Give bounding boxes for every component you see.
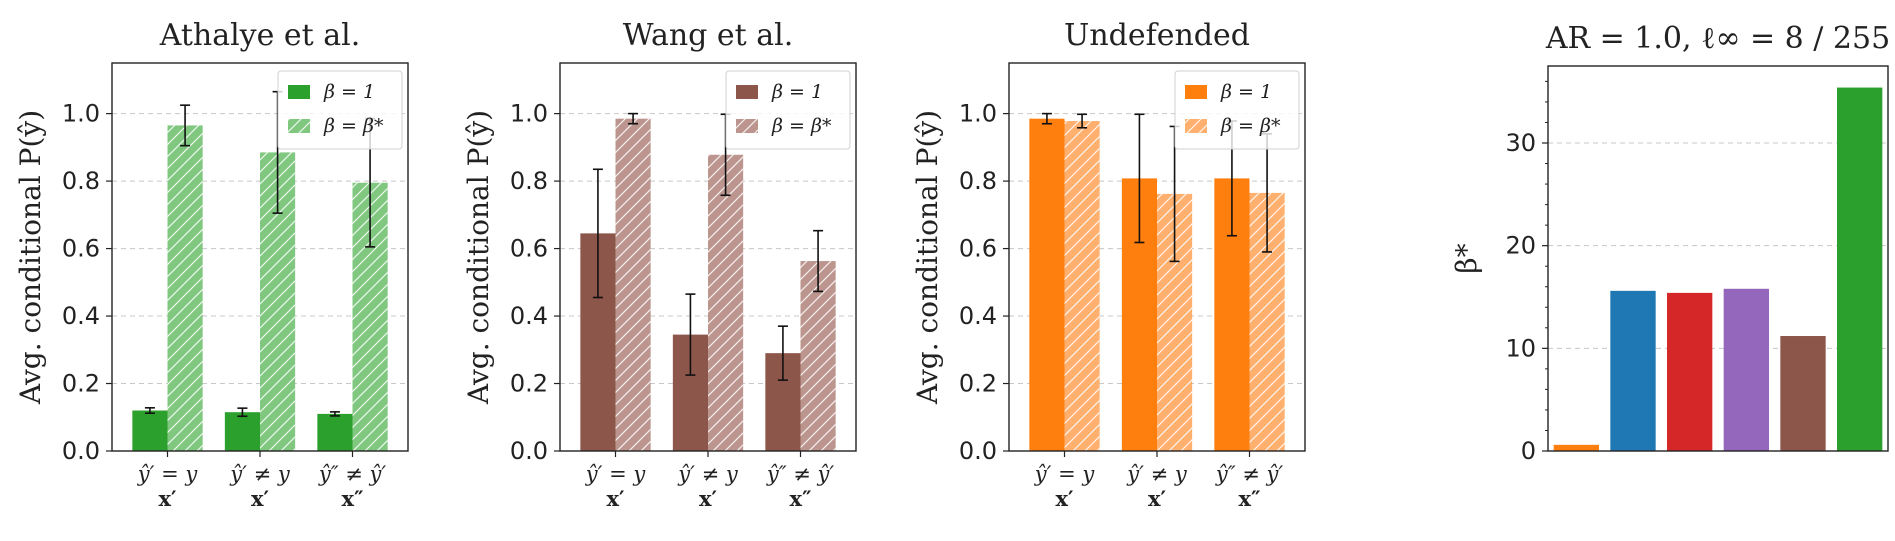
- y-axis-label: β*: [1450, 243, 1483, 273]
- bar: [224, 412, 260, 451]
- y-tick-label: 0.8: [959, 167, 997, 195]
- chart-title: AR = 1.0, ℓ∞ = 8 / 255: [1545, 21, 1890, 56]
- x-tick-label: ŷ′ ≠ y: [677, 462, 739, 486]
- bar: [1610, 290, 1656, 451]
- y-axis-label: Avg. conditional P(ŷ): [462, 110, 495, 405]
- y-tick-label: 0.0: [510, 437, 548, 465]
- y-tick-label: 10: [1505, 334, 1536, 362]
- legend-label: β = 1: [323, 81, 375, 103]
- chart-panel-3: AR = 1.0, ℓ∞ = 8 / 255 0 10 20 30 β*: [1450, 21, 1890, 465]
- x-tick-label: ŷ″ ≠ ŷ′: [766, 462, 835, 486]
- legend-swatch-hatch: [1185, 119, 1207, 133]
- bar: [1553, 444, 1599, 451]
- plot-frame: [559, 62, 857, 452]
- y-tick-label: 0.0: [959, 437, 997, 465]
- bar-hatch: [1064, 121, 1100, 451]
- plot-frame: [111, 62, 409, 452]
- x-tick-sublabel: x″: [790, 486, 812, 511]
- chart-panel-0: Athalye et al. 0.0 0.2 0.4 0.6 0.8 1.0 Avg. con…: [14, 18, 409, 511]
- y-tick-label: 0.0: [62, 437, 100, 465]
- y-tick-label: 0.4: [959, 302, 997, 330]
- x-tick-label: ŷ′ = y: [1034, 462, 1096, 486]
- y-tick-label: 0.6: [62, 235, 100, 263]
- legend-label: β = 1: [771, 81, 823, 103]
- y-tick-label: 20: [1505, 232, 1536, 260]
- y-tick-label: 0.6: [959, 235, 997, 263]
- x-tick-sublabel: x″: [1239, 486, 1261, 511]
- legend-label: β = β*: [323, 115, 384, 137]
- x-tick-sublabel: x′: [158, 486, 177, 511]
- y-axis-label: Avg. conditional P(ŷ): [911, 110, 944, 405]
- legend-label: β = β*: [771, 115, 832, 137]
- bar-hatch: [167, 125, 203, 451]
- y-tick-label: 0.4: [510, 302, 548, 330]
- x-tick-label: ŷ′ = y: [137, 462, 199, 486]
- chart-panel-1: Wang et al. 0.0 0.2 0.4 0.6 0.8 1.0 Avg. condit…: [462, 18, 857, 511]
- x-tick-sublabel: x′: [699, 486, 718, 511]
- bar: [1837, 87, 1883, 451]
- bar: [1723, 288, 1769, 451]
- y-tick-label: 0.4: [62, 302, 100, 330]
- y-tick-label: 0.2: [510, 370, 548, 398]
- y-tick-label: 1.0: [62, 100, 100, 128]
- chart-title: Athalye et al.: [159, 18, 361, 53]
- x-tick-label: ŷ′ ≠ y: [229, 462, 291, 486]
- bar: [132, 410, 168, 451]
- bar-hatch: [615, 118, 651, 452]
- y-tick-label: 1.0: [510, 100, 548, 128]
- x-tick-sublabel: x″: [342, 486, 364, 511]
- legend-swatch: [736, 85, 758, 99]
- y-tick-label: 30: [1505, 129, 1536, 157]
- bar: [1667, 292, 1713, 451]
- x-tick-sublabel: x′: [606, 486, 625, 511]
- x-tick-label: ŷ″ ≠ ŷ′: [318, 462, 387, 486]
- bar: [1029, 118, 1065, 452]
- y-tick-label: 0.8: [62, 167, 100, 195]
- y-tick-label: 0.8: [510, 167, 548, 195]
- y-axis-label: Avg. conditional P(ŷ): [14, 110, 47, 405]
- plot-frame: [1547, 65, 1889, 452]
- bar: [1780, 336, 1826, 451]
- y-tick-label: 0.2: [62, 370, 100, 398]
- chart-title: Wang et al.: [623, 18, 794, 53]
- y-tick-label: 0.2: [959, 370, 997, 398]
- x-tick-sublabel: x′: [1055, 486, 1074, 511]
- plot-frame: [1008, 62, 1306, 452]
- legend-swatch: [1185, 85, 1207, 99]
- legend-swatch-hatch: [736, 119, 758, 133]
- legend-swatch: [288, 85, 310, 99]
- chart-panel-2: Undefended 0.0 0.2 0.4 0.6 0.8 1.0 Avg. conditi…: [911, 18, 1306, 511]
- legend-swatch-hatch: [288, 119, 310, 133]
- x-tick-sublabel: x′: [251, 486, 270, 511]
- x-tick-sublabel: x′: [1148, 486, 1167, 511]
- y-tick-label: 0: [1521, 437, 1536, 465]
- bar-hatch: [800, 261, 836, 451]
- bar: [317, 413, 353, 451]
- legend-label: β = 1: [1220, 81, 1272, 103]
- chart-title: Undefended: [1064, 18, 1250, 53]
- x-tick-label: ŷ′ = y: [585, 462, 647, 486]
- y-tick-label: 1.0: [959, 100, 997, 128]
- x-tick-label: ŷ′ ≠ y: [1126, 462, 1188, 486]
- x-tick-label: ŷ″ ≠ ŷ′: [1215, 462, 1284, 486]
- y-tick-label: 0.6: [510, 235, 548, 263]
- bar-hatch: [708, 154, 744, 451]
- legend-label: β = β*: [1220, 115, 1281, 137]
